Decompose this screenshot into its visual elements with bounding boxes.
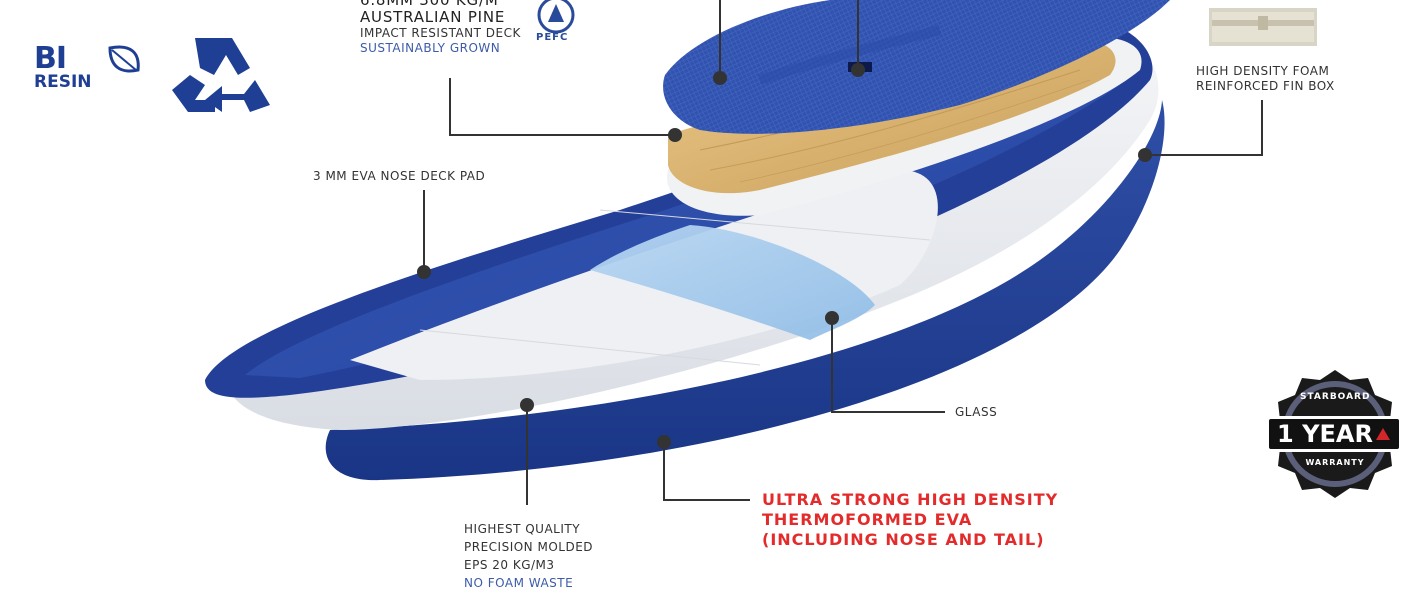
pine-sub: IMPACT RESISTANT DECK <box>360 26 521 40</box>
callout-dots <box>417 63 1152 449</box>
fin-box-label: HIGH DENSITY FOAM REINFORCED FIN BOX <box>1196 64 1335 94</box>
eps-line-2: PRECISION MOLDED <box>464 540 594 554</box>
leaf-icon <box>108 45 140 73</box>
bio-resin-logo: BI RESIN <box>34 44 144 100</box>
eva-line-2: THERMOFORMED EVA <box>762 510 973 529</box>
leader-lines <box>423 0 1263 505</box>
pine-note: SUSTAINABLY GROWN <box>360 41 501 55</box>
bio-logo-text: BI <box>34 41 67 76</box>
bottom-eva-layer <box>325 100 1165 481</box>
glass-label: GLASS <box>955 405 998 419</box>
fin-box-line-2: REINFORCED FIN BOX <box>1196 79 1335 93</box>
pefc-logo-text: PEFC <box>536 32 569 43</box>
deck-pad-label: 3 MM EVA NOSE DECK PAD <box>313 169 486 183</box>
eva-label: ULTRA STRONG HIGH DENSITY THERMOFORMED E… <box>762 490 1058 550</box>
badge-brand: STARBOARD <box>1300 392 1371 402</box>
fin-box-line-1: HIGH DENSITY FOAM <box>1196 64 1330 78</box>
recycle-icon <box>172 38 270 112</box>
badge-word: WARRANTY <box>1305 458 1365 467</box>
pine-title-2: AUSTRALIAN PINE <box>360 8 506 26</box>
eva-line-3: (INCLUDING NOSE AND TAIL) <box>762 530 1045 549</box>
eps-label: HIGHEST QUALITY PRECISION MOLDED EPS 20 … <box>464 520 593 592</box>
eps-note: NO FOAM WASTE <box>464 576 574 590</box>
badge-years: 1 YEAR <box>1277 420 1373 448</box>
fin-box-photo <box>1209 8 1317 46</box>
eps-line-1: HIGHEST QUALITY <box>464 522 581 536</box>
pine-title-1: 6.8MM 300 KG/M³ <box>360 0 506 9</box>
eps-line-3: EPS 20 KG/M3 <box>464 558 555 572</box>
glass-layer <box>590 225 875 340</box>
pine-label: 6.8MM 300 KG/M³ AUSTRALIAN PINE IMPACT R… <box>360 0 521 56</box>
pefc-icon <box>537 0 575 34</box>
resin-logo-text: RESIN <box>34 72 92 92</box>
warranty-badge <box>1265 370 1403 498</box>
eva-line-1: ULTRA STRONG HIGH DENSITY <box>762 490 1059 509</box>
